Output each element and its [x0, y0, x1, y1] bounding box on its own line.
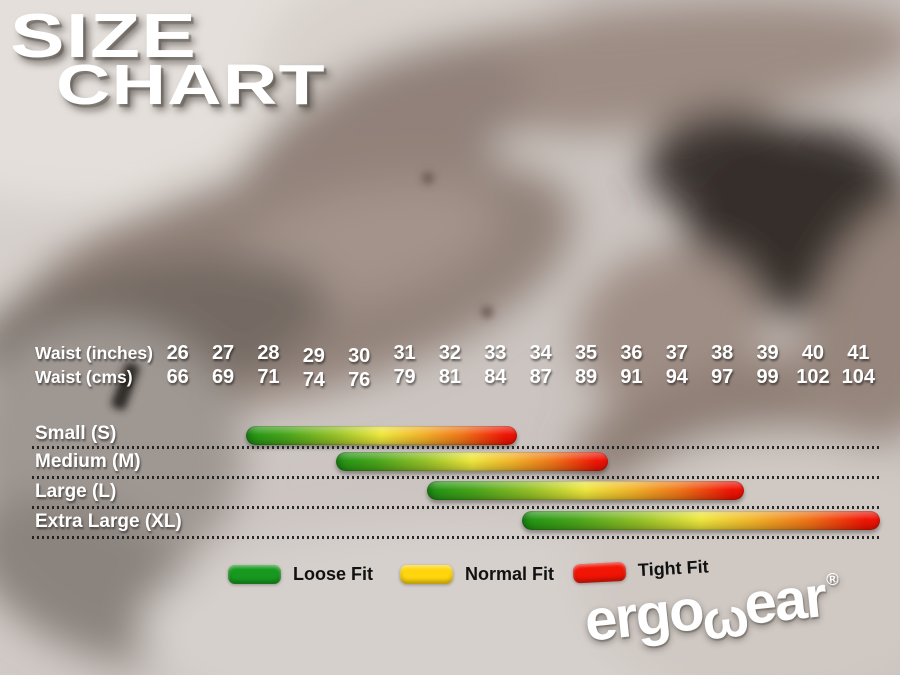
size-label-extra-large-xl: Extra Large (XL)	[35, 511, 182, 532]
dotted-separator	[32, 476, 882, 479]
size-label-large-l: Large (L)	[35, 481, 117, 502]
waist-inches-value: 27	[211, 342, 235, 364]
loose-fit-label: Loose Fit	[293, 564, 373, 584]
waist-cms-value: 69	[211, 366, 235, 388]
waist-inches-value: 32	[438, 342, 462, 364]
waist-cms-value: 102	[796, 366, 830, 388]
legend-item-loose: Loose Fit	[228, 564, 373, 585]
waist-inches-value: 26	[166, 342, 189, 364]
tight-fit-swatch	[572, 561, 627, 584]
page-title: SIZE CHART	[10, 6, 325, 114]
waist-inches-value: 34	[529, 342, 552, 364]
waist-cms-value: 79	[393, 366, 416, 388]
waist-cms-label: Waist (cms)	[35, 367, 133, 387]
brand-omega-w-glyph: ω	[699, 585, 750, 652]
waist-inches-value: 28	[257, 342, 280, 364]
title-line-1: SIZE	[10, 2, 198, 71]
waist-cms-value: 76	[348, 369, 371, 391]
fit-range-bar	[521, 511, 880, 530]
waist-cms-value: 94	[665, 366, 688, 388]
waist-inches-values: 26 27 28 29 30 31 32 33 34 35 36 37 38 39 40 41	[155, 342, 881, 367]
waist-inches-value: 29	[302, 345, 325, 367]
dotted-separator	[32, 536, 882, 539]
waist-cms-value: 81	[438, 366, 462, 388]
waist-inches-value: 36	[620, 342, 643, 364]
waist-inches-value: 30	[348, 345, 371, 367]
normal-fit-swatch	[400, 565, 453, 584]
loose-fit-swatch	[228, 565, 281, 584]
waist-inches-value: 35	[574, 342, 598, 364]
title-line-2: CHART	[56, 52, 326, 117]
brand-text-suffix: ear	[740, 563, 829, 638]
waist-cms-value: 74	[302, 369, 325, 391]
waist-inches-value: 33	[484, 342, 507, 364]
dotted-separator	[32, 446, 882, 449]
waist-inches-value: 39	[756, 342, 779, 364]
fit-range-bar	[336, 452, 609, 471]
waist-inches-value: 41	[847, 342, 870, 364]
waist-cms-value: 87	[529, 366, 552, 388]
waist-cms-value: 66	[166, 366, 189, 388]
waist-cms-value: 99	[756, 366, 779, 388]
waist-inches-value: 31	[393, 342, 416, 364]
dotted-separator	[32, 506, 882, 509]
waist-cms-value: 104	[841, 366, 875, 388]
fit-range-bar	[245, 426, 518, 445]
size-label-medium-m: Medium (M)	[35, 451, 141, 472]
brand-text-prefix: ergo	[581, 576, 706, 654]
waist-inches-value: 38	[711, 342, 734, 364]
waist-inches-value: 37	[665, 342, 688, 364]
waist-cms-value: 91	[620, 366, 643, 388]
legend-item-normal: Normal Fit	[400, 564, 554, 585]
waist-cms-value: 71	[257, 366, 280, 388]
waist-cms-values: 66 69 71 74 76 79 81 84 87 89 91 94 97 99 102 104	[155, 366, 881, 391]
waist-cms-value: 84	[484, 366, 507, 388]
waistband-tag	[111, 362, 140, 411]
normal-fit-label: Normal Fit	[465, 564, 555, 584]
registered-trademark-icon: ®	[825, 569, 840, 590]
size-label-small-s: Small (S)	[35, 423, 117, 444]
waist-cms-value: 89	[574, 366, 598, 388]
waist-inches-label: Waist (inches)	[35, 343, 153, 363]
fit-range-bar	[426, 481, 744, 500]
waist-cms-value: 97	[711, 366, 734, 388]
waist-inches-value: 40	[801, 342, 825, 364]
